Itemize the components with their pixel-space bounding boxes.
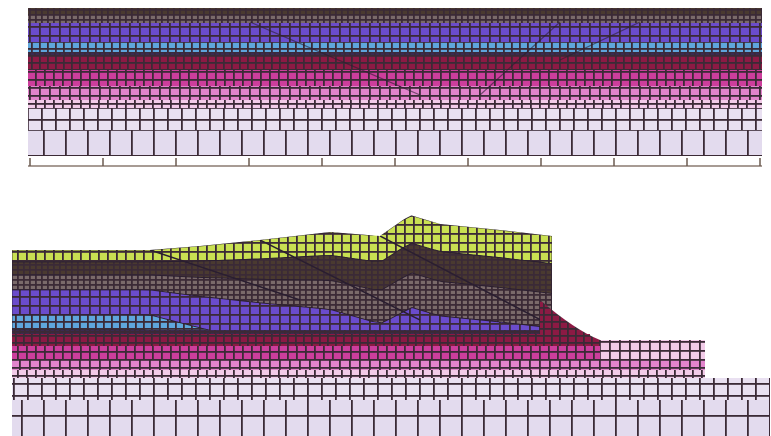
layer [12, 378, 770, 400]
undeformed-model [28, 8, 762, 156]
layer [28, 100, 762, 108]
layer [12, 346, 600, 360]
fault [479, 21, 561, 96]
layer [12, 330, 552, 334]
layer [28, 8, 762, 15]
scale-ticks [29, 158, 761, 166]
fault [149, 249, 301, 301]
layer [28, 42, 762, 52]
layer [28, 108, 762, 130]
deformed-model [12, 215, 770, 436]
layer [28, 130, 762, 156]
fault [379, 235, 552, 331]
layer [28, 70, 762, 86]
fault [559, 21, 641, 61]
ramp [540, 300, 600, 346]
layer [600, 340, 705, 360]
layer [28, 23, 762, 42]
fault [249, 21, 421, 96]
layer [28, 52, 762, 56]
layer [28, 86, 762, 100]
layer [12, 370, 705, 378]
layer [12, 334, 590, 346]
layer [28, 56, 762, 70]
layer [12, 400, 770, 436]
layer [12, 360, 705, 370]
layer [28, 15, 762, 23]
fault [259, 239, 421, 321]
